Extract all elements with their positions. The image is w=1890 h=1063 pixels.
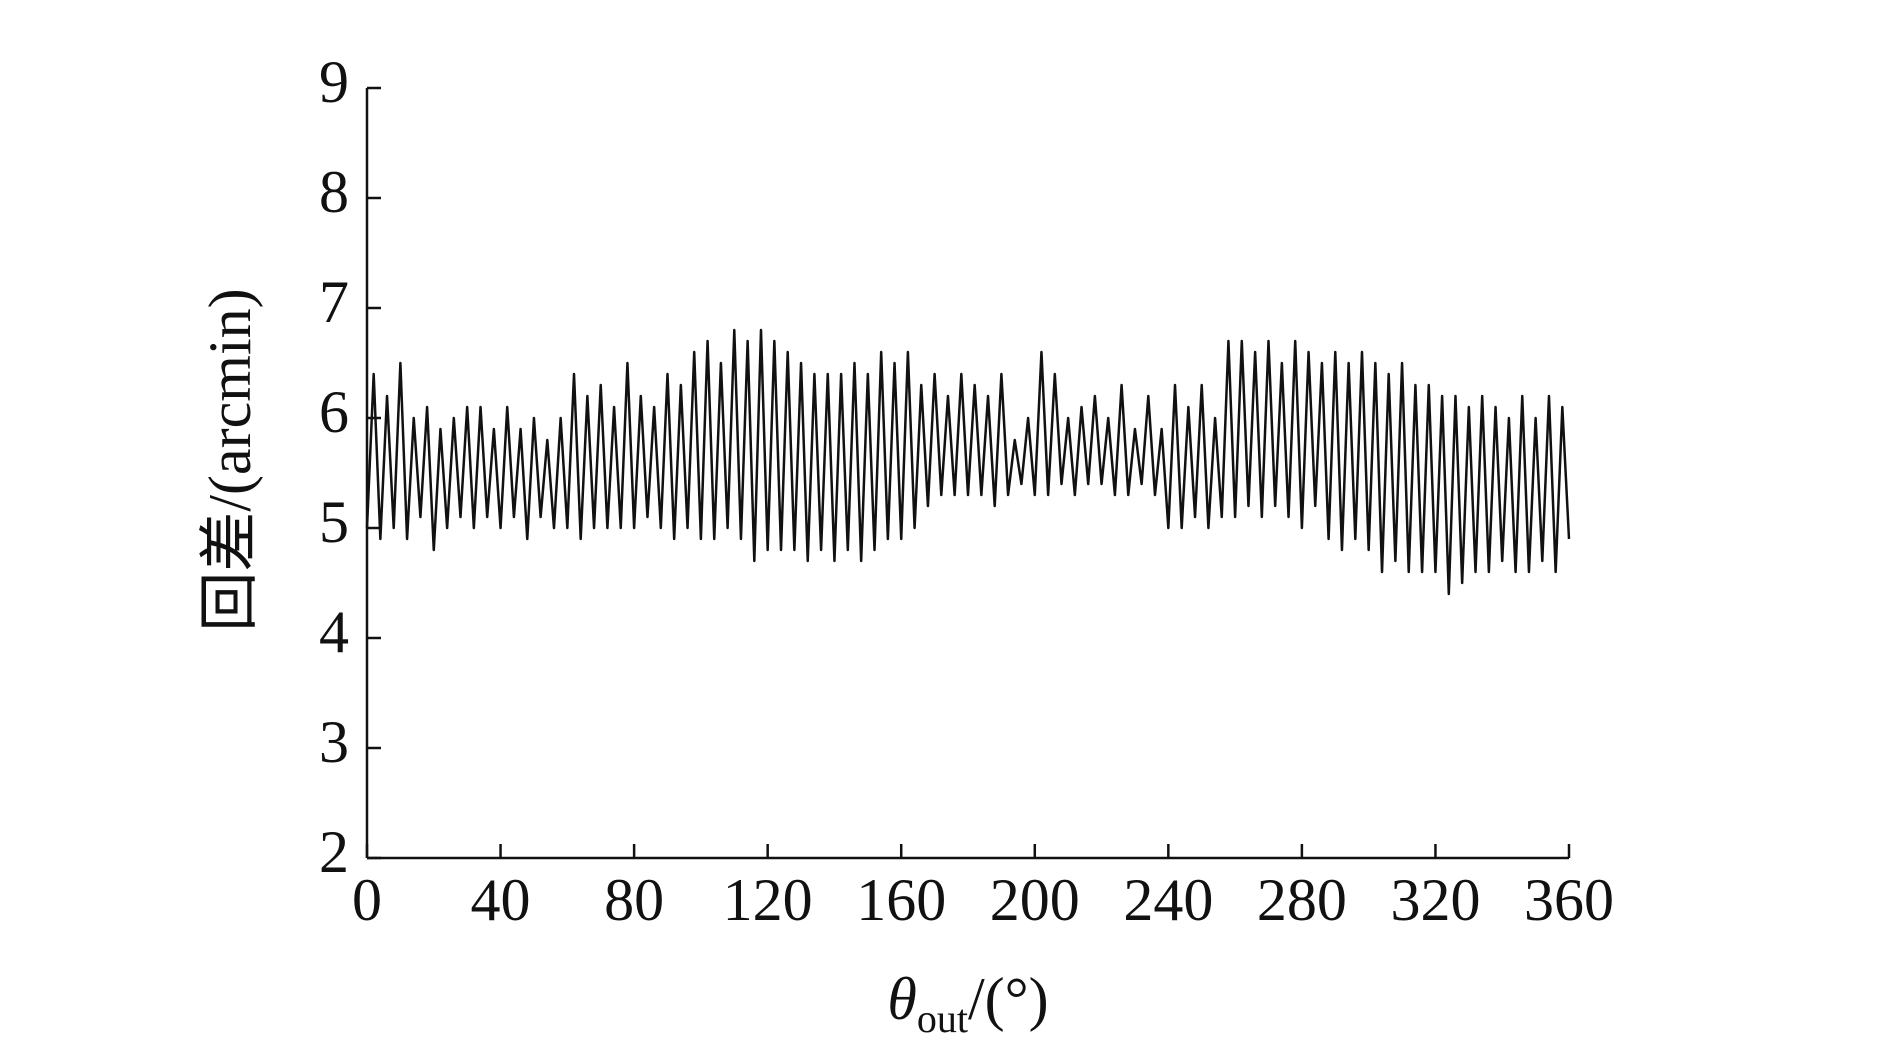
line-series [365, 328, 1571, 596]
x-axis-label: θout/(°) [887, 966, 1048, 1041]
x-tick-label: 240 [1123, 867, 1213, 933]
y-axis-label: 回差/(arcmin) [197, 288, 263, 631]
y-tick-label: 8 [319, 159, 349, 225]
x-tick-label: 160 [856, 867, 946, 933]
x-tick-label: 320 [1390, 867, 1480, 933]
x-tick-label: 200 [990, 867, 1080, 933]
y-tick-label: 4 [319, 599, 349, 665]
x-label-symbol: θ [887, 966, 916, 1032]
x-tick-label: 40 [471, 867, 531, 933]
x-tick-label: 280 [1257, 867, 1347, 933]
y-tick-label: 2 [319, 819, 349, 885]
x-tick-label: 0 [352, 867, 382, 933]
x-label-subscript: out [917, 996, 968, 1041]
y-tick-label: 5 [319, 489, 349, 555]
x-tick-label: 360 [1524, 867, 1614, 933]
y-tick-label: 7 [319, 269, 349, 335]
y-tick-label: 6 [319, 379, 349, 445]
x-tick-label: 120 [723, 867, 813, 933]
x-label-unit: /(°) [968, 966, 1049, 1032]
y-tick-label: 9 [319, 49, 349, 115]
x-tick-label: 80 [604, 867, 664, 933]
y-tick-label: 3 [319, 709, 349, 775]
